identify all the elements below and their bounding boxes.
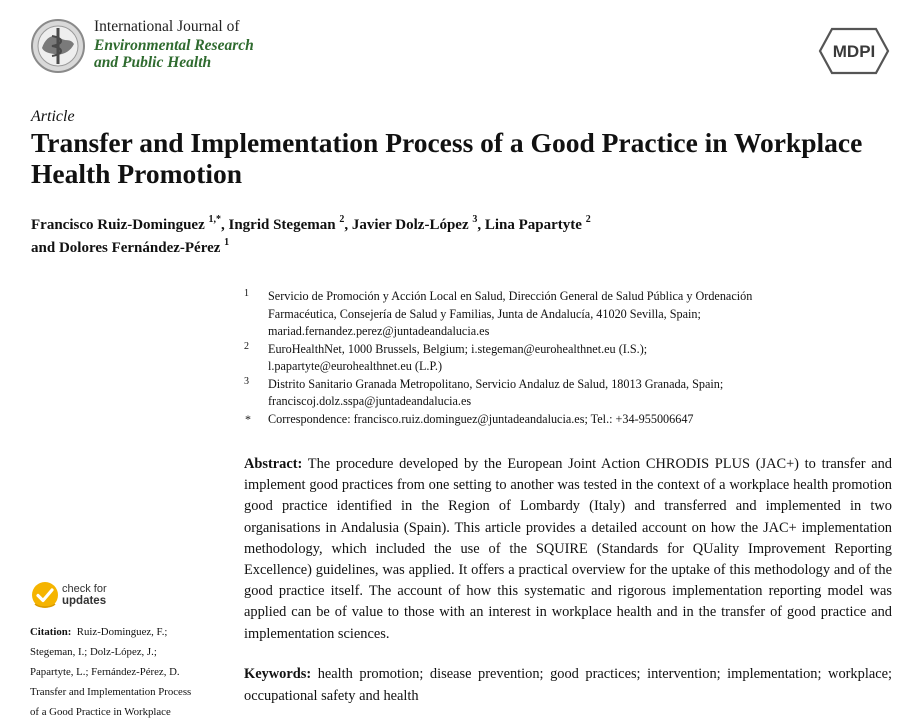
journal-name-line1: International Journal of [94, 18, 240, 35]
email-link[interactable]: mariad.fernandez.perez@juntadeandalucia.… [268, 324, 490, 338]
author-name[interactable]: Lina Papartyte [484, 217, 582, 233]
check-updates-label: check for [62, 583, 107, 595]
affiliation-item: 1 Servicio de Promoción y Acción Local e… [244, 288, 894, 341]
email-link[interactable]: l.papartyte@eurohealthnet.eu (L.P.) [268, 359, 442, 373]
correspondence-mark: * [245, 411, 251, 426]
citation-label: Citation: [30, 626, 72, 638]
keywords: Keywords: health promotion; disease prev… [244, 663, 892, 707]
affiliation-item: 3 Distrito Sanitario Granada Metropolita… [244, 376, 894, 411]
author-name[interactable]: Ingrid Stegeman [228, 217, 336, 233]
abstract: Abstract: The procedure developed by the… [244, 454, 892, 645]
affiliation-item: 2 EuroHealthNet, 1000 Brussels, Belgium;… [244, 341, 894, 376]
author-name[interactable]: Francisco Ruiz-Dominguez [31, 217, 205, 233]
author-affiliation-mark: 1,* [208, 214, 221, 225]
affiliation-mark: 3 [244, 375, 249, 387]
keywords-text: health promotion; disease prevention; go… [244, 666, 892, 704]
author-affiliation-mark: 3 [472, 214, 478, 225]
publisher-name: MDPI [833, 42, 876, 61]
mdpi-logo[interactable]: MDPI [818, 26, 890, 76]
author-affiliation-mark: 2 [339, 214, 345, 225]
abstract-text: The procedure developed by the European … [244, 456, 893, 642]
affiliation-mark: 1 [244, 288, 249, 299]
article-title: Transfer and Implementation Process of a… [31, 127, 863, 189]
keywords-label: Keywords: [244, 666, 312, 682]
article-type: Article [31, 108, 75, 125]
affiliations: 1 Servicio de Promoción y Acción Local e… [244, 288, 894, 428]
citation-block: Citation: Ruiz-Dominguez, F.; Stegeman, … [30, 626, 192, 718]
check-updates-label-bold: updates [62, 595, 107, 607]
abstract-label: Abstract: [244, 456, 303, 472]
author-affiliation-mark: 1 [224, 237, 230, 248]
affiliation-mark: 2 [244, 340, 249, 352]
journal-emblem-icon [31, 19, 85, 73]
author-affiliation-mark: 2 [585, 214, 591, 225]
check-updates-icon [32, 582, 58, 608]
author-name[interactable]: Dolores Fernández-Pérez [58, 240, 221, 256]
email-link[interactable]: franciscoj.dolz.sspa@juntadeandalucia.es [268, 394, 472, 408]
correspondence: * Correspondence: francisco.ruiz.domingu… [244, 411, 894, 429]
journal-name-line2: Environmental Research [94, 37, 254, 54]
check-updates-button[interactable]: check for updates [30, 580, 150, 614]
author-list: Francisco Ruiz-Dominguez 1,*, Ingrid Ste… [31, 214, 591, 257]
journal-name-line3: and Public Health [94, 54, 212, 71]
author-name[interactable]: Javier Dolz-López [351, 217, 469, 233]
